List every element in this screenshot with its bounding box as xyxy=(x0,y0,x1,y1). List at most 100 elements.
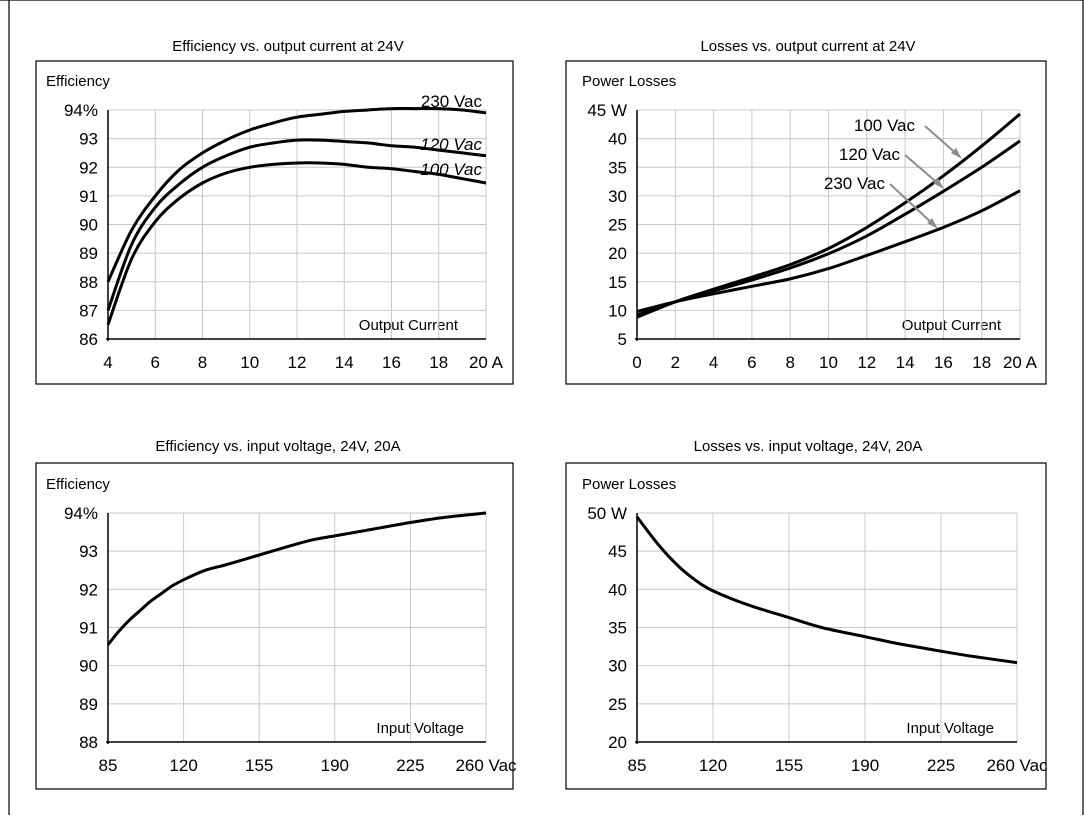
x-tick-label: 16 xyxy=(382,353,401,372)
chart-panel xyxy=(565,60,1047,385)
series-line xyxy=(106,511,487,646)
chart-losses-vs-voltage: Losses vs. input voltage, 24V, 20A Power… xyxy=(565,438,1048,790)
y-tick-label: 35 xyxy=(608,158,627,177)
x-axis-label: Output Current xyxy=(902,317,1002,334)
series-label-100vac: 100 Vac xyxy=(854,116,916,135)
y-tick-label: 90 xyxy=(79,657,98,676)
chart-title: Efficiency vs. output current at 24V xyxy=(172,38,404,55)
y-tick-label: 20 xyxy=(608,733,627,752)
x-tick-label: 18 xyxy=(429,353,448,372)
chart-title: Efficiency vs. input voltage, 24V, 20A xyxy=(155,438,400,455)
x-tick-label: 85 xyxy=(628,756,647,775)
y-axis-label: Power Losses xyxy=(582,73,676,90)
y-tick-label: 40 xyxy=(608,130,627,149)
chart-efficiency-vs-voltage: Efficiency vs. input voltage, 24V, 20A E… xyxy=(35,438,517,790)
y-axis-label: Efficiency xyxy=(46,476,110,493)
chart-panel xyxy=(35,60,514,385)
y-tick-label: 20 xyxy=(608,244,627,263)
x-axis-label: Input Voltage xyxy=(376,720,464,737)
y-tick-label: 35 xyxy=(608,619,627,638)
x-tick-label: 16 xyxy=(934,353,953,372)
series-line xyxy=(635,515,1018,665)
arrow-100vac-icon xyxy=(951,148,962,159)
x-tick-label: 120 xyxy=(169,756,197,775)
y-tick-label: 5 xyxy=(618,330,627,349)
chart-panel xyxy=(565,462,1047,790)
x-tick-label: 6 xyxy=(747,353,756,372)
arrow-120vac-icon xyxy=(933,178,944,189)
x-tick-label: 12 xyxy=(857,353,876,372)
chart-panel xyxy=(35,462,514,790)
x-tick-label: 6 xyxy=(151,353,160,372)
x-axis-label: Input Voltage xyxy=(906,720,994,737)
x-tick-label: 10 xyxy=(240,353,259,372)
y-tick-label: 88 xyxy=(79,273,98,292)
y-tick-label: 10 xyxy=(608,301,627,320)
x-tick-label: 20 A xyxy=(469,353,504,372)
x-tick-label: 190 xyxy=(851,756,879,775)
series-line xyxy=(106,161,487,326)
y-tick-label: 92 xyxy=(79,580,98,599)
series-label-120vac: 120 Vac xyxy=(839,145,901,164)
y-tick-label: 25 xyxy=(608,695,627,714)
y-tick-label: 92 xyxy=(79,158,98,177)
series-label-120vac: 120 Vac xyxy=(420,135,482,154)
x-tick-label: 155 xyxy=(245,756,273,775)
y-tick-label: 90 xyxy=(79,216,98,235)
y-tick-label: 25 xyxy=(608,216,627,235)
series-line xyxy=(106,106,487,283)
y-tick-label: 91 xyxy=(79,187,98,206)
x-axis-label: Output Current xyxy=(359,317,459,334)
chart-title: Losses vs. output current at 24V xyxy=(700,38,915,55)
arrow-230vac-icon xyxy=(927,218,938,229)
series-label-230vac: 230 Vac xyxy=(824,174,886,193)
y-tick-label: 87 xyxy=(79,301,98,320)
x-tick-label: 85 xyxy=(99,756,118,775)
y-tick-label: 91 xyxy=(79,619,98,638)
y-tick-label: 89 xyxy=(79,695,98,714)
y-tick-label: 93 xyxy=(79,130,98,149)
y-tick-label: 89 xyxy=(79,244,98,263)
chart-losses-vs-current: Losses vs. output current at 24V Power L… xyxy=(565,38,1047,385)
x-tick-label: 8 xyxy=(198,353,207,372)
y-tick-label: 30 xyxy=(608,187,627,206)
x-tick-label: 8 xyxy=(785,353,794,372)
x-tick-label: 225 xyxy=(927,756,955,775)
y-tick-label: 45 W xyxy=(587,101,627,120)
y-tick-label: 45 xyxy=(608,542,627,561)
y-tick-label: 94% xyxy=(64,101,98,120)
y-tick-label: 94% xyxy=(64,504,98,523)
x-tick-label: 260 Vac xyxy=(455,756,517,775)
x-tick-label: 2 xyxy=(671,353,680,372)
x-tick-label: 18 xyxy=(972,353,991,372)
x-tick-label: 14 xyxy=(335,353,354,372)
y-tick-label: 30 xyxy=(608,657,627,676)
series-line xyxy=(106,138,487,311)
x-tick-label: 155 xyxy=(775,756,803,775)
chart-title: Losses vs. input voltage, 24V, 20A xyxy=(694,438,923,455)
x-tick-label: 14 xyxy=(896,353,915,372)
y-tick-label: 40 xyxy=(608,580,627,599)
x-tick-label: 190 xyxy=(321,756,349,775)
x-tick-label: 120 xyxy=(699,756,727,775)
y-tick-label: 88 xyxy=(79,733,98,752)
series-line xyxy=(636,139,1021,317)
leader-120vac xyxy=(904,154,942,187)
x-tick-label: 225 xyxy=(396,756,424,775)
y-axis-label: Power Losses xyxy=(582,476,676,493)
x-tick-label: 4 xyxy=(709,353,718,372)
x-tick-label: 12 xyxy=(288,353,307,372)
y-axis-label: Efficiency xyxy=(46,73,110,90)
x-tick-label: 260 Vac xyxy=(986,756,1048,775)
y-tick-label: 50 W xyxy=(587,504,627,523)
x-tick-label: 20 A xyxy=(1003,353,1038,372)
y-tick-label: 86 xyxy=(79,330,98,349)
series-line xyxy=(636,189,1021,313)
x-tick-label: 0 xyxy=(632,353,641,372)
x-tick-label: 4 xyxy=(103,353,112,372)
x-tick-label: 10 xyxy=(819,353,838,372)
y-tick-label: 93 xyxy=(79,542,98,561)
chart-efficiency-vs-current: Efficiency vs. output current at 24V Eff… xyxy=(35,38,514,385)
